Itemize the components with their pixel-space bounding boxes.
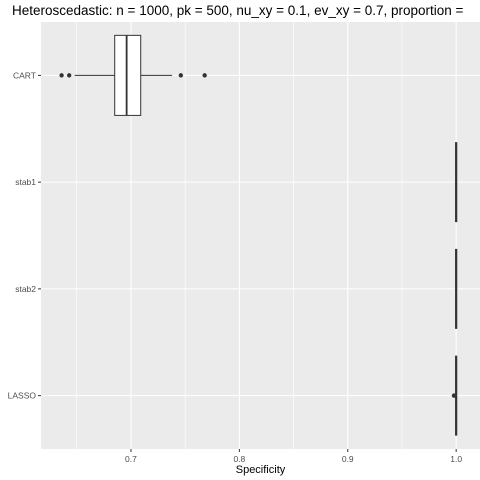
x-axis: 0.7 0.8 0.9 1.0: [125, 449, 462, 464]
y-tick-label: LASSO: [8, 391, 37, 401]
plot-panel: [41, 22, 480, 449]
x-tick-label: 1.0: [450, 454, 462, 464]
box-iqr: [114, 34, 142, 116]
x-tick-label: 0.8: [233, 454, 245, 464]
outlier-point: [451, 393, 457, 398]
chart-title: Heteroscedastic: n = 1000, pk = 500, nu_…: [12, 3, 464, 18]
x-tick-label: 0.9: [342, 454, 354, 464]
x-axis-title: Specificity: [236, 464, 286, 476]
outlier-point: [202, 73, 207, 78]
y-tick-label: stab2: [15, 284, 36, 294]
box-series: [59, 34, 458, 436]
y-tick-label: CART: [13, 70, 36, 80]
box-lasso: [451, 355, 458, 436]
x-tick-label: 0.7: [125, 454, 137, 464]
outlier-point: [59, 73, 64, 78]
y-tick-label: stab1: [15, 177, 36, 187]
outlier-point: [66, 73, 72, 78]
outlier-point: [178, 73, 184, 78]
y-axis: CART stab1 stab2 LASSO: [8, 70, 41, 401]
major-gridlines: [41, 22, 480, 449]
minor-gridlines: [76, 22, 403, 449]
box-cart: [59, 34, 207, 116]
